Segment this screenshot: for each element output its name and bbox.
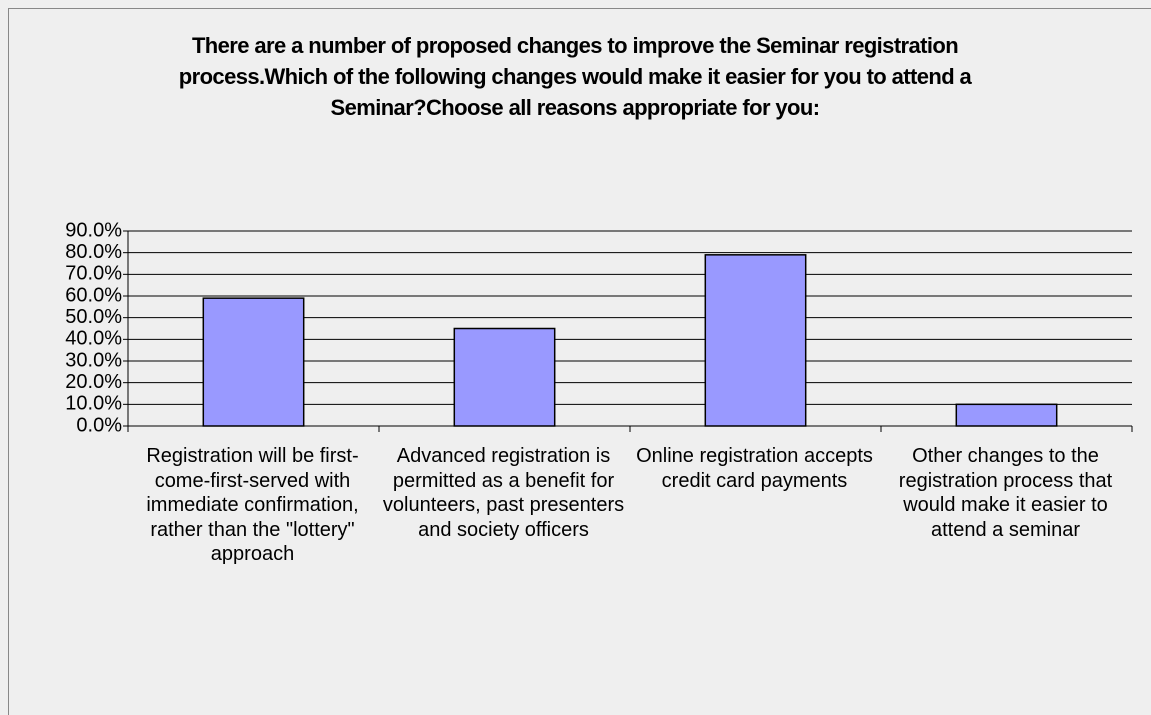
- y-tick-label: 10.0%: [65, 393, 122, 415]
- y-tick-label: 0.0%: [76, 414, 122, 436]
- bar: [955, 403, 1058, 427]
- y-tick-label: 90.0%: [65, 219, 122, 241]
- x-tick-label: Online registration accepts credit card …: [636, 445, 873, 492]
- x-tick-label: Advanced registration is permitted as a …: [382, 445, 625, 541]
- chart-title: There are a number of proposed changes t…: [178, 33, 972, 120]
- y-tick-label: 70.0%: [65, 263, 122, 285]
- y-tick-label: 20.0%: [65, 371, 122, 393]
- y-tick-label: 30.0%: [65, 349, 122, 371]
- y-tick-label: 40.0%: [65, 328, 122, 350]
- y-tick-label: 80.0%: [65, 241, 122, 263]
- bar: [453, 327, 556, 427]
- bar: [704, 254, 807, 427]
- x-tick-label: Registration will be first-come-first-se…: [146, 445, 359, 565]
- chart-frame: [8, 8, 1151, 715]
- bar: [202, 297, 305, 427]
- y-tick-label: 50.0%: [65, 306, 122, 328]
- x-tick-label: Other changes to the registration proces…: [898, 445, 1113, 541]
- y-tick-label: 60.0%: [65, 284, 122, 306]
